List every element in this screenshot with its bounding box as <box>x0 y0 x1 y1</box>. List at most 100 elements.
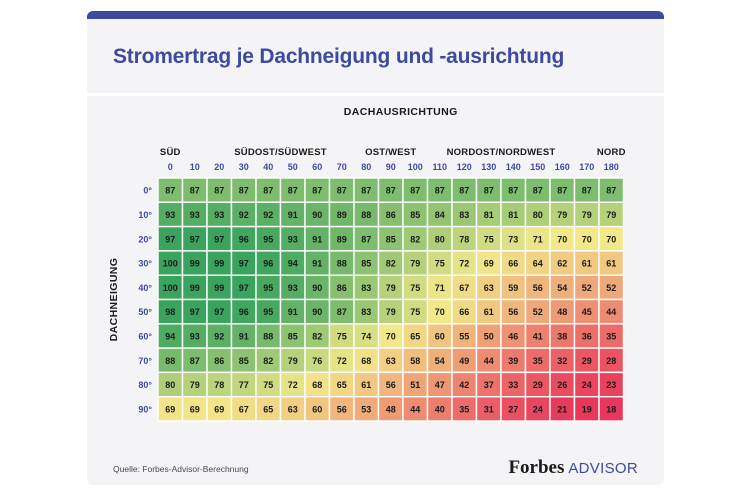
cell-value-label: 56 <box>337 404 347 414</box>
cell-value-label: 75 <box>484 234 494 244</box>
y-tick-label: 0° <box>143 186 152 196</box>
cell-value-label: 80 <box>165 380 175 390</box>
cell-value-label: 53 <box>361 404 371 414</box>
cell-value-label: 27 <box>508 404 518 414</box>
cell-value-label: 97 <box>190 234 200 244</box>
heatmap-cell <box>328 371 355 398</box>
cell-value-label: 56 <box>508 307 518 317</box>
heatmap-cell <box>524 177 551 203</box>
heatmap-cell <box>279 396 306 422</box>
cell-value-label: 60 <box>312 404 322 414</box>
x-tick-label: 30 <box>239 162 249 172</box>
cell-value-label: 83 <box>459 210 469 220</box>
cell-value-label: 56 <box>533 283 543 293</box>
cell-value-label: 82 <box>386 259 396 269</box>
cell-value-label: 35 <box>459 404 469 414</box>
cell-value-label: 60 <box>435 331 445 341</box>
cell-value-label: 86 <box>214 356 224 366</box>
cell-value-label: 39 <box>508 356 518 366</box>
cell-value-label: 70 <box>606 234 616 244</box>
cell-value-label: 61 <box>361 380 371 390</box>
cell-value-label: 45 <box>582 307 592 317</box>
cell-value-label: 70 <box>557 234 567 244</box>
heatmap-cell <box>255 225 282 252</box>
cell-value-label: 87 <box>386 186 396 196</box>
heatmap-cell <box>255 250 282 276</box>
cell-value-label: 87 <box>312 186 322 196</box>
x-tick-label: 20 <box>214 162 224 172</box>
y-tick-label: 40° <box>138 283 152 293</box>
cell-value-label: 90 <box>312 283 322 293</box>
cell-value-label: 87 <box>484 186 494 196</box>
x-group-label: NORD <box>597 147 626 158</box>
cell-value-label: 31 <box>484 404 494 414</box>
cell-value-label: 87 <box>361 234 371 244</box>
heatmap-cell <box>500 396 527 422</box>
y-tick-label: 70° <box>138 356 152 366</box>
cell-value-label: 87 <box>557 186 567 196</box>
heatmap-cell <box>500 347 527 374</box>
y-tick-label: 30° <box>138 259 152 269</box>
cell-value-label: 65 <box>337 380 347 390</box>
cell-value-label: 50 <box>484 331 494 341</box>
heatmap-cell <box>377 274 404 301</box>
x-axis-title: DACHAUSRICHTUNG <box>344 106 458 118</box>
heatmap-cell <box>573 371 600 398</box>
heatmap-cell <box>598 371 625 398</box>
cell-value-label: 97 <box>214 234 224 244</box>
cell-value-label: 72 <box>337 356 347 366</box>
cell-value-label: 85 <box>288 331 298 341</box>
x-tick-label: 160 <box>555 162 570 172</box>
x-tick-label: 40 <box>263 162 273 172</box>
cell-value-label: 82 <box>312 331 322 341</box>
cell-value-label: 72 <box>459 259 469 269</box>
heatmap-cell <box>377 225 404 252</box>
cell-value-label: 58 <box>410 356 420 366</box>
cell-value-label: 93 <box>190 331 200 341</box>
heatmap-cell <box>402 396 429 422</box>
x-tick-label: 120 <box>457 162 472 172</box>
heatmap-cell <box>279 225 306 252</box>
heatmap-cell <box>573 201 600 228</box>
cell-value-label: 61 <box>582 259 592 269</box>
cell-value-label: 87 <box>459 186 469 196</box>
cell-value-label: 97 <box>214 307 224 317</box>
cell-value-label: 87 <box>533 186 543 196</box>
heatmap-cell <box>181 371 208 398</box>
cell-value-label: 87 <box>288 186 298 196</box>
cell-value-label: 93 <box>288 234 298 244</box>
cell-value-label: 89 <box>337 210 347 220</box>
cell-value-label: 85 <box>361 259 371 269</box>
cell-value-label: 71 <box>435 283 445 293</box>
heatmap-cell <box>181 201 208 228</box>
cell-value-label: 78 <box>459 234 469 244</box>
cell-value-label: 87 <box>214 186 224 196</box>
cell-value-label: 80 <box>533 210 543 220</box>
cell-value-label: 79 <box>386 307 396 317</box>
x-tick-label: 100 <box>408 162 423 172</box>
heatmap-cell <box>598 396 625 422</box>
cell-value-label: 87 <box>508 186 518 196</box>
cell-value-label: 95 <box>263 283 273 293</box>
y-tick-label: 20° <box>138 234 152 244</box>
cell-value-label: 65 <box>263 404 273 414</box>
cell-value-label: 84 <box>435 210 445 220</box>
cell-value-label: 63 <box>484 283 494 293</box>
cell-value-label: 29 <box>533 380 543 390</box>
heatmap-cell <box>304 250 331 276</box>
cell-value-label: 79 <box>557 210 567 220</box>
cell-value-label: 44 <box>484 356 494 366</box>
brand-suffix: ADVISOR <box>568 460 638 477</box>
cell-value-label: 87 <box>165 186 175 196</box>
heatmap-cell <box>279 201 306 228</box>
cell-value-label: 47 <box>435 380 445 390</box>
heatmap-cell <box>206 250 233 276</box>
heatmap-cell <box>377 250 404 276</box>
cell-value-label: 91 <box>288 210 298 220</box>
y-axis-title: DACHNEIGUNG <box>108 258 120 342</box>
heatmap-cell <box>573 177 600 203</box>
heatmap-cell <box>279 250 306 276</box>
heatmap-cell <box>157 250 184 276</box>
cell-value-label: 87 <box>239 186 249 196</box>
cell-value-label: 59 <box>508 283 518 293</box>
